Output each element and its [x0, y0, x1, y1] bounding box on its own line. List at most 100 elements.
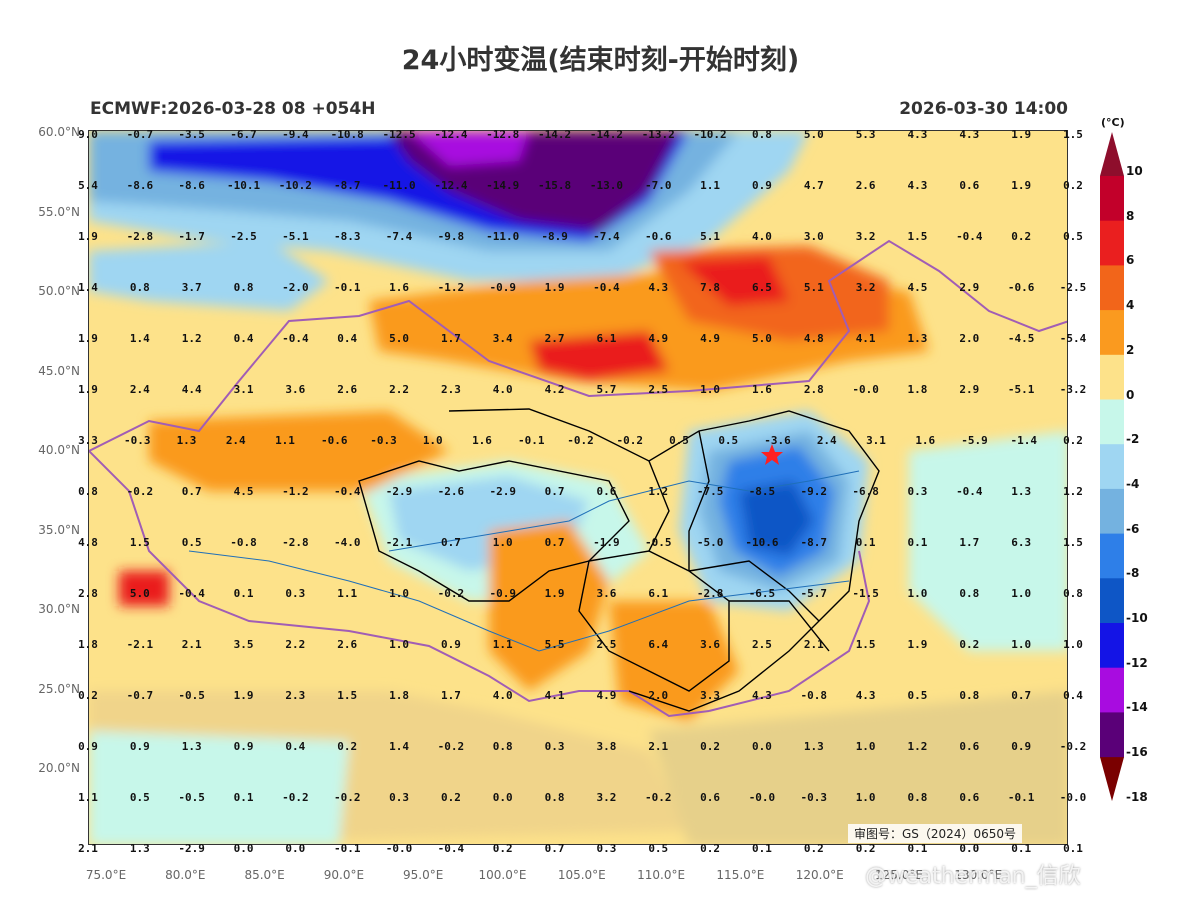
grid-value: 1.8 — [907, 383, 928, 396]
grid-value: 0.8 — [544, 791, 565, 804]
grid-value: -12.5 — [382, 128, 416, 141]
grid-value: -6.7 — [230, 128, 257, 141]
grid-value: 1.5 — [1063, 536, 1083, 549]
grid-value: 4.9 — [700, 332, 721, 345]
grid-value: 0.1 — [855, 536, 876, 549]
grid-value: -2.1 — [385, 536, 413, 549]
grid-value: -10.6 — [745, 536, 779, 549]
grid-value: -5.7 — [800, 587, 828, 600]
grid-value: 0.2 — [959, 638, 980, 651]
grid-value: 1.2 — [181, 332, 202, 345]
grid-value: 0.8 — [959, 689, 980, 702]
grid-value: -0.0 — [385, 842, 413, 855]
lon-tick-label: 90.0°E — [323, 868, 365, 882]
grid-value: 5.0 — [389, 332, 409, 345]
grid-value: 1.6 — [472, 434, 492, 447]
grid-value: 4.9 — [648, 332, 669, 345]
lon-tick-label: 105.0°E — [557, 868, 606, 882]
valid-time-label: 2026-03-30 14:00 — [899, 99, 1068, 119]
grid-value: 0.4 — [285, 740, 306, 753]
grid-value: 4.3 — [907, 128, 928, 141]
colorbar-segment — [1100, 265, 1124, 311]
grid-value: 3.0 — [803, 230, 824, 243]
grid-value: 0.6 — [700, 791, 721, 804]
grid-value: 1.2 — [1063, 485, 1083, 498]
grid-value: 0.9 — [78, 740, 98, 753]
grid-value: 4.7 — [803, 179, 824, 192]
grid-value: 4.4 — [181, 383, 202, 396]
capital-star — [761, 444, 783, 465]
grid-value: 6.3 — [1011, 536, 1032, 549]
grid-value: -2.1 — [126, 638, 154, 651]
colorbar-segment — [1100, 399, 1124, 445]
grid-value: -8.6 — [178, 179, 205, 192]
grid-value: -1.4 — [1010, 434, 1038, 447]
grid-value: 0.9 — [233, 740, 254, 753]
grid-value: 2.5 — [752, 638, 772, 651]
grid-value: -2.5 — [1059, 281, 1087, 294]
grid-value: 2.4 — [816, 434, 837, 447]
colorbar-tick-label: 8 — [1126, 208, 1135, 223]
grid-value: -11.0 — [382, 179, 416, 192]
grid-value: 4.3 — [907, 179, 928, 192]
colorbar-bottom-arrow — [1100, 757, 1124, 802]
grid-value: -4.5 — [1007, 332, 1035, 345]
grid-value: 5.7 — [596, 383, 617, 396]
grid-value: -10.2 — [278, 179, 312, 192]
grid-value: -0.3 — [800, 791, 828, 804]
lat-tick-label: 55.0°N — [38, 204, 80, 219]
grid-value: 1.9 — [78, 230, 98, 243]
grid-value: -2.5 — [230, 230, 257, 243]
grid-value: 0.2 — [492, 842, 513, 855]
grid-value: 1.6 — [915, 434, 936, 447]
grid-value: -0.4 — [956, 485, 983, 498]
grid-value: 0.5 — [129, 791, 150, 804]
grid-value: -0.4 — [282, 332, 309, 345]
colorbar-tick-label: -10 — [1126, 611, 1148, 625]
grid-value: 0.8 — [492, 740, 513, 753]
grid-value: -12.4 — [434, 128, 468, 141]
grid-value: 4.5 — [233, 485, 254, 498]
grid-value: 5.0 — [752, 332, 772, 345]
grid-value: 5.3 — [855, 128, 876, 141]
grid-value: 0.2 — [337, 740, 358, 753]
grid-value: 0.2 — [803, 842, 824, 855]
lon-tick-label: 95.0°E — [403, 868, 444, 882]
grid-value: -7.4 — [385, 230, 413, 243]
grid-value: -0.2 — [437, 587, 465, 600]
grid-value: -1.2 — [437, 281, 465, 294]
grid-value: 1.6 — [389, 281, 409, 294]
map-field — [89, 131, 1067, 844]
grid-value: 1.0 — [855, 791, 876, 804]
grid-value: 2.4 — [225, 434, 246, 447]
colorbar-segment — [1100, 310, 1124, 356]
grid-value: -3.5 — [178, 128, 205, 141]
grid-value: 7.8 — [700, 281, 721, 294]
grid-value: 0.2 — [78, 689, 98, 702]
grid-value: 1.1 — [700, 179, 721, 192]
grid-value: 0.3 — [544, 740, 565, 753]
grid-value: -0.9 — [489, 587, 516, 600]
grid-value: 1.3 — [181, 740, 202, 753]
grid-value: -11.0 — [486, 230, 520, 243]
grid-value: -0.6 — [645, 230, 672, 243]
grid-value: 1.3 — [129, 842, 150, 855]
grid-value: -5.9 — [961, 434, 988, 447]
grid-value: 0.4 — [337, 332, 358, 345]
grid-value: 0.9 — [440, 638, 461, 651]
grid-value: 1.4 — [78, 281, 98, 294]
colorbar-tick-label: -6 — [1126, 521, 1140, 536]
grid-value: 1.1 — [492, 638, 513, 651]
grid-value: -0.0 — [1059, 791, 1087, 804]
grid-value: 0.0 — [959, 842, 980, 855]
grid-value: 1.3 — [176, 434, 197, 447]
grid-value: -5.4 — [1059, 332, 1087, 345]
grid-value: 1.0 — [422, 434, 443, 447]
grid-value: 1.3 — [803, 740, 824, 753]
temperature-change-map[interactable] — [88, 130, 1068, 845]
grid-value: 4.3 — [752, 689, 772, 702]
grid-value: 0.8 — [959, 587, 980, 600]
grid-value: 4.1 — [855, 332, 876, 345]
grid-value: 4.1 — [544, 689, 565, 702]
grid-value: 6.1 — [596, 332, 617, 345]
